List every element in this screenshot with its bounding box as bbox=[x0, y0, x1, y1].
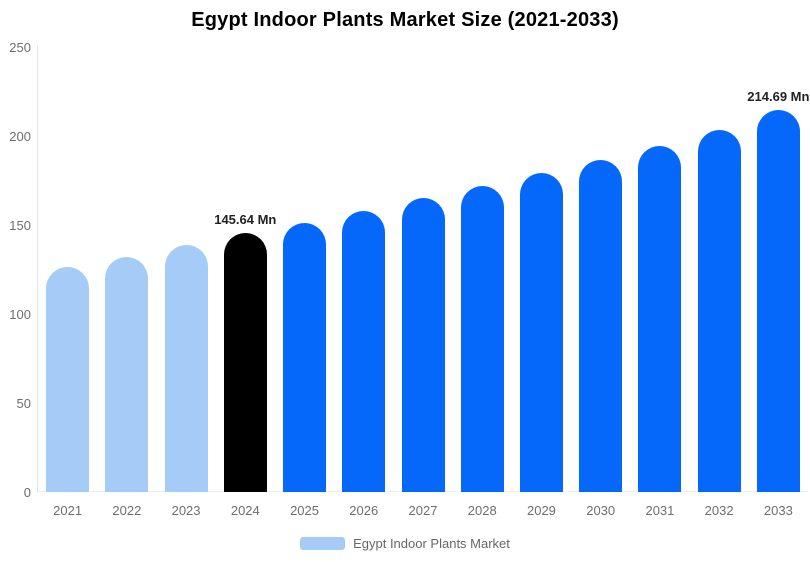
legend-swatch[interactable] bbox=[300, 537, 346, 550]
x-label-2030: 2030 bbox=[586, 503, 616, 518]
bar-2029[interactable] bbox=[519, 173, 563, 492]
y-axis-line bbox=[37, 45, 38, 492]
x-label-2026: 2026 bbox=[349, 503, 379, 518]
x-label-2029: 2029 bbox=[526, 503, 556, 518]
y-tick-label-200: 200 bbox=[9, 128, 31, 144]
bar-2026[interactable] bbox=[342, 211, 386, 492]
chart-title: Egypt Indoor Plants Market Size (2021-20… bbox=[191, 9, 619, 31]
bar-2028[interactable] bbox=[460, 186, 504, 492]
bar-2031[interactable] bbox=[638, 146, 682, 492]
x-label-2031: 2031 bbox=[645, 503, 675, 518]
bar-2023[interactable] bbox=[164, 245, 208, 492]
y-tick-label-0: 0 bbox=[23, 484, 31, 500]
value-label-2033: 214.69 Mn bbox=[747, 88, 810, 104]
x-label-2028: 2028 bbox=[467, 503, 497, 518]
x-label-2027: 2027 bbox=[408, 503, 438, 518]
bar-2025[interactable] bbox=[283, 222, 327, 492]
x-label-2024: 2024 bbox=[230, 503, 260, 518]
x-label-2022: 2022 bbox=[112, 503, 142, 518]
bar-2024[interactable] bbox=[223, 232, 267, 492]
x-label-2023: 2023 bbox=[171, 503, 201, 518]
legend-label[interactable]: Egypt Indoor Plants Market bbox=[353, 536, 510, 551]
bar-2032[interactable] bbox=[697, 129, 741, 492]
y-tick-label-150: 150 bbox=[9, 217, 31, 233]
y-tick-label-100: 100 bbox=[9, 306, 31, 322]
x-label-2033: 2033 bbox=[763, 503, 793, 518]
bar-2027[interactable] bbox=[401, 198, 445, 492]
x-label-2025: 2025 bbox=[290, 503, 319, 518]
bar-2030[interactable] bbox=[579, 160, 623, 492]
x-label-2021: 2021 bbox=[53, 503, 83, 518]
x-label-2032: 2032 bbox=[704, 503, 734, 518]
bar-2021[interactable] bbox=[46, 267, 90, 492]
legend: Egypt Indoor Plants Market bbox=[0, 536, 810, 551]
y-tick-label-250: 250 bbox=[9, 39, 31, 55]
bar-2033[interactable] bbox=[756, 109, 800, 492]
y-tick-label-50: 50 bbox=[16, 395, 31, 411]
value-label-2024: 145.64 Mn bbox=[214, 211, 277, 227]
bar-2022[interactable] bbox=[105, 256, 149, 492]
